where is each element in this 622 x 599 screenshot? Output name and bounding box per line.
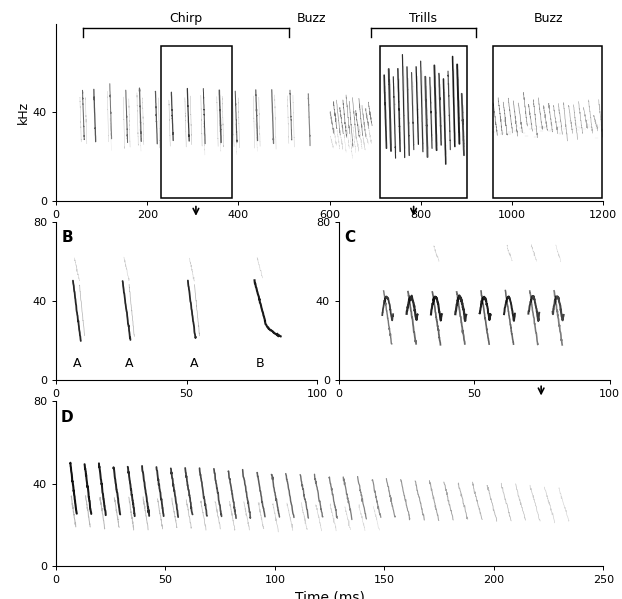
Text: B: B	[61, 229, 73, 244]
Bar	[493, 46, 603, 198]
Text: B: B	[256, 358, 264, 370]
Text: A: A	[125, 358, 133, 370]
Text: Buzz: Buzz	[534, 12, 564, 25]
Y-axis label: kHz: kHz	[17, 101, 30, 124]
Text: Chirp: Chirp	[169, 12, 203, 25]
Text: Trills: Trills	[409, 12, 437, 25]
Bar	[380, 46, 466, 198]
Text: C: C	[345, 229, 356, 244]
X-axis label: Time (ms): Time (ms)	[295, 591, 364, 599]
Text: A: A	[73, 358, 81, 370]
Text: A: A	[190, 358, 198, 370]
Bar	[161, 46, 231, 198]
Text: Buzz: Buzz	[297, 12, 326, 25]
Text: D: D	[60, 410, 73, 425]
